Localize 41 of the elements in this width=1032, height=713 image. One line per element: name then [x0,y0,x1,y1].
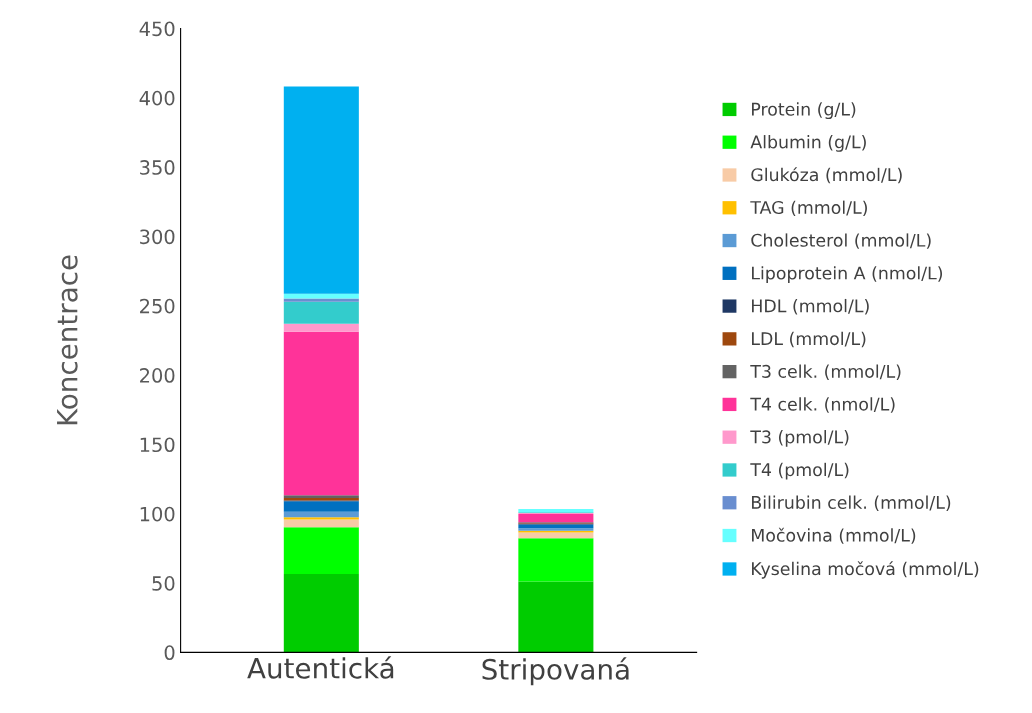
legend-label: Glukóza (mmol/L) [751,167,902,184]
x-tick-label: Autentická [247,656,394,679]
legend-label: T4 celk. (nmol/L) [750,397,895,413]
y-tick-label: 0 [164,645,175,661]
x-tick-label: Stripovaná [482,657,629,686]
bar [283,323,359,332]
bar [518,513,594,523]
bar [283,86,359,294]
legend-label: T3 (pmol/L) [750,430,849,447]
bar [283,501,359,512]
legend-label: Albumin (g/L) [750,135,866,152]
legend-label: TAG (mmol/L) [750,200,867,217]
y-tick-label: 150 [140,437,175,453]
legend-label: Lipoprotein A (nmol/L) [752,266,943,283]
y-tick-label: 250 [140,298,175,314]
bar [283,527,359,574]
bar [518,538,594,582]
y-tick-label: 300 [140,229,175,245]
bar [283,519,359,528]
bar [283,573,359,653]
bar [283,301,359,324]
legend-label: HDL (mmol/L) [752,298,869,315]
y-tick-label: 450 [139,21,175,37]
legend-label: Protein (g/L) [752,102,856,120]
y-tick-label: 400 [139,90,175,106]
y-tick-label: 50 [152,576,175,591]
legend-label: LDL (mmol/L) [752,331,866,348]
y-tick-label: 200 [140,368,175,383]
y-axis-title: Koncentrace [57,255,78,425]
y-tick-label: 350 [140,160,175,175]
legend-label: Močovina (mmol/L) [752,527,916,544]
y-tick-label: 100 [140,506,175,522]
legend-label: T3 celk. (mmol/L) [750,364,901,380]
bar [283,331,359,496]
legend-label: T4 (pmol/L) [750,462,849,480]
bar [283,298,359,302]
legend-label: Cholesterol (mmol/L) [751,233,931,249]
legend-label: Bilirubin celk. (mmol/L) [752,495,951,512]
bar [518,581,594,653]
bar [283,517,359,520]
legend-label: Kyselina močová (mmol/L) [752,561,979,579]
